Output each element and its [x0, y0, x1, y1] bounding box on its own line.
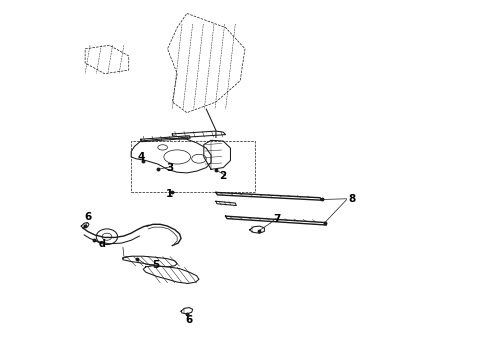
Text: 4: 4 — [137, 152, 145, 162]
Text: 8: 8 — [348, 194, 355, 204]
Text: 1: 1 — [166, 189, 173, 199]
Text: 2: 2 — [220, 171, 227, 181]
Text: 6: 6 — [84, 212, 91, 222]
Bar — [131, 141, 255, 192]
Text: 7: 7 — [273, 214, 280, 224]
Text: d: d — [98, 239, 105, 249]
Text: 3: 3 — [166, 163, 173, 172]
Text: 6: 6 — [186, 315, 193, 325]
Text: 5: 5 — [152, 260, 159, 270]
